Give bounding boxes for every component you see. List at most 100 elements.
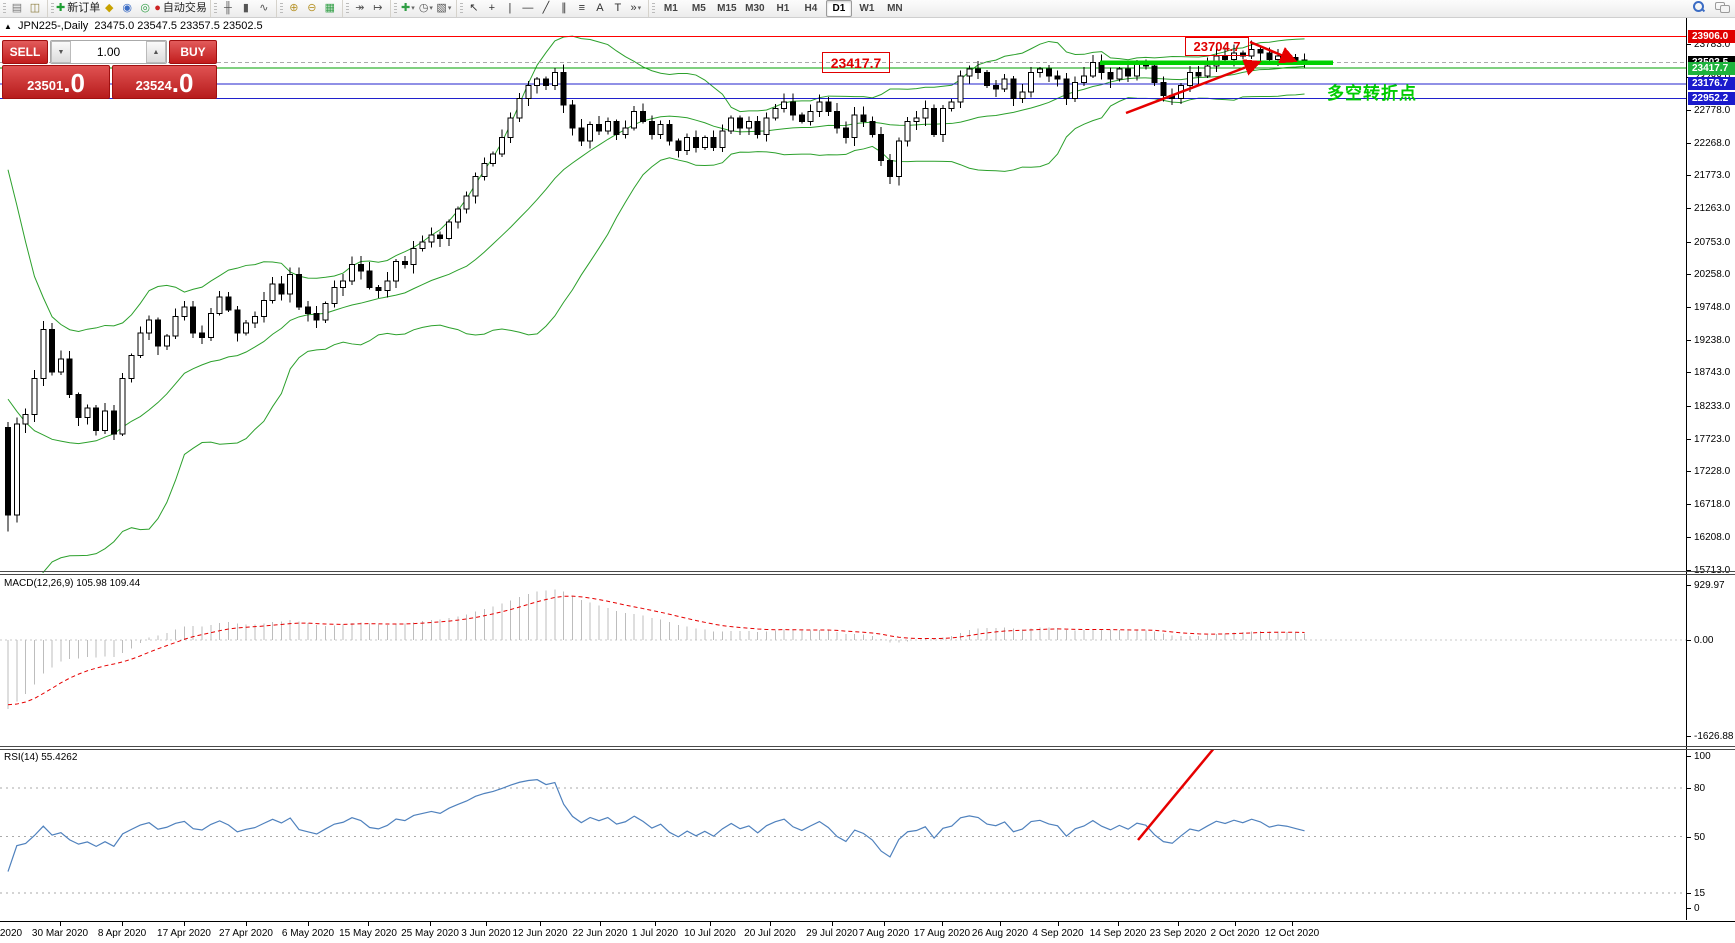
new-order-icon[interactable]: ✚ 新订单: [56, 1, 100, 16]
price-annotation-box[interactable]: 23417.7: [822, 52, 890, 73]
time-tick: [832, 922, 833, 926]
tile-windows-icon[interactable]: ▦: [321, 1, 339, 16]
time-label: 12 Oct 2020: [1264, 928, 1320, 939]
indicators-icon[interactable]: ✚ ▾: [399, 1, 417, 16]
timeframe-button-w1[interactable]: W1: [859, 3, 875, 14]
sell-price-button[interactable]: 23501.0: [2, 65, 110, 99]
templates-icon[interactable]: ▧ ▾: [435, 1, 453, 16]
bar-chart-type-icon[interactable]: ╫: [219, 1, 237, 16]
print-preview-icon[interactable]: ◫: [26, 1, 44, 16]
buy-button[interactable]: BUY: [169, 40, 217, 64]
toolbar-grip[interactable]: [393, 3, 397, 14]
timeframe-button-mn[interactable]: MN: [887, 3, 903, 14]
rsi-panel-canvas[interactable]: [0, 750, 1686, 920]
main-toolbar: ▤ ◫ ✚ 新订单 ◆ ◉ ◎ ● 自动交易 ╫ ▮ ∿ ⊕ ⊖ ▦ ↠ ↦ ✚ ▾ ◷ ▾ ▧ ▾ ↖ + | — ╱ ∥ ≡ A T» ▾ M…: [0, 0, 1735, 18]
panel-separator[interactable]: [0, 574, 1735, 575]
toolbar-grip[interactable]: [279, 3, 283, 14]
label-icon[interactable]: T: [609, 1, 627, 16]
main-chart-canvas[interactable]: [0, 17, 1686, 573]
panel-separator[interactable]: [0, 746, 1735, 747]
channel-icon[interactable]: ∥: [555, 1, 573, 16]
crosshair-icon[interactable]: +: [483, 1, 501, 16]
time-tick: [770, 922, 771, 926]
timeframe-button-m30[interactable]: M30: [745, 3, 765, 14]
chart-shift-icon[interactable]: ↦: [369, 1, 387, 16]
price-axis[interactable]: 23783.0 23288.0 22778.0 22268.0 21773.0 21263…: [1686, 17, 1735, 920]
timeframe-button-d1[interactable]: D1: [825, 0, 852, 17]
timeframe-button-m1[interactable]: M1: [663, 3, 678, 14]
arrows-icon-dropdown[interactable]: ▾: [637, 5, 642, 12]
time-label: 26 Aug 2020: [971, 928, 1029, 939]
styles-bucket-icon: ◆: [104, 2, 114, 14]
buy-price-button[interactable]: 23524.0: [111, 65, 217, 99]
time-tick: [430, 922, 431, 926]
auto-scroll-icon[interactable]: ↠: [351, 1, 369, 16]
price-annotation-box[interactable]: 23704.7: [1185, 37, 1249, 56]
toolbar-grip[interactable]: [213, 3, 217, 14]
toolbar-group: ↖ + | — ╱ ∥ ≡ A T » ▾: [455, 0, 648, 17]
horizontal-line-icon[interactable]: —: [519, 1, 537, 16]
price-tick-label: 23783.0: [1687, 39, 1735, 50]
time-label: 20 Mar 2020: [0, 928, 23, 939]
candle-chart-type-icon[interactable]: ▮: [237, 1, 255, 16]
timeframe-button-h1[interactable]: H1: [776, 3, 790, 14]
rsi-tick-label: 80: [1687, 783, 1735, 794]
price-tick-label: 22268.0: [1687, 138, 1735, 149]
templates-icon-dropdown[interactable]: ▾: [447, 5, 452, 12]
toolbar-grip[interactable]: [651, 3, 655, 14]
price-tick-label: 19238.0: [1687, 335, 1735, 346]
time-label: 7 Aug 2020: [858, 928, 910, 939]
styles-bucket-icon[interactable]: ◆: [100, 1, 118, 16]
line-chart-type-icon[interactable]: ∿: [255, 1, 273, 16]
community-icon[interactable]: ◉: [118, 1, 136, 16]
time-tick: [1235, 922, 1236, 926]
toolbar-group: ✚ ▾ ◷ ▾ ▧ ▾: [389, 0, 456, 17]
indicators-icon-dropdown[interactable]: ▾: [411, 5, 415, 12]
toolbar-grip[interactable]: [3, 3, 6, 14]
time-tick: [1058, 922, 1059, 926]
cursor-icon[interactable]: ↖: [465, 1, 483, 16]
arrows-icon[interactable]: » ▾: [627, 1, 645, 16]
fibonacci-icon[interactable]: ≡: [573, 1, 591, 16]
label-icon: T: [614, 2, 622, 14]
toolbar-grip[interactable]: [459, 3, 463, 14]
time-tick: [1118, 922, 1119, 926]
rsi-tick-label: 0: [1687, 903, 1735, 914]
collapse-triangle-icon[interactable]: ▲: [4, 22, 12, 31]
vertical-line-icon[interactable]: |: [501, 1, 519, 16]
chart-window-icon[interactable]: ▤: [8, 1, 26, 16]
rsi-tick-label: 50: [1687, 832, 1735, 843]
zoom-out-icon[interactable]: ⊖: [303, 1, 321, 16]
volume-decrease-button[interactable]: ▼: [51, 41, 71, 63]
search-icon[interactable]: [1693, 1, 1705, 13]
volume-value[interactable]: 1.00: [96, 45, 121, 59]
timeframe-button-m15[interactable]: M15: [717, 3, 737, 14]
toolbar-group: ↠ ↦: [341, 0, 390, 17]
time-label: 22 Jun 2020: [572, 928, 628, 939]
volume-increase-button[interactable]: ▲: [146, 41, 166, 63]
sell-price-pips: .0: [63, 68, 85, 98]
time-label: 17 Apr 2020: [157, 928, 211, 939]
chat-icon[interactable]: [1715, 1, 1730, 13]
price-tick-label: 19748.0: [1687, 302, 1735, 313]
periods-icon[interactable]: ◷ ▾: [417, 1, 435, 16]
periods-icon-dropdown[interactable]: ▾: [429, 5, 433, 12]
timeframe-button-h4[interactable]: H4: [804, 3, 818, 14]
panel-separator[interactable]: [0, 749, 1735, 750]
macd-panel-canvas[interactable]: [0, 575, 1686, 748]
turning-point-note[interactable]: 多空转折点: [1327, 84, 1417, 103]
text-icon[interactable]: A: [591, 1, 609, 16]
timeframe-button-m5[interactable]: M5: [691, 3, 706, 14]
sell-button[interactable]: SELL: [2, 40, 48, 64]
signals-icon[interactable]: ◎: [136, 1, 154, 16]
panel-separator[interactable]: [0, 571, 1735, 572]
zoom-in-icon[interactable]: ⊕: [285, 1, 303, 16]
autotrading-icon[interactable]: ● 自动交易: [154, 1, 207, 16]
toolbar-grip[interactable]: [51, 3, 54, 14]
time-tick: [122, 922, 123, 926]
toolbar-grip[interactable]: [345, 3, 349, 14]
trendline-icon[interactable]: ╱: [537, 1, 555, 16]
price-badge: 22952.2: [1688, 91, 1735, 105]
time-axis[interactable]: 20 Mar 2020 30 Mar 2020 8 Apr 2020 17 Apr 2…: [0, 921, 1735, 943]
